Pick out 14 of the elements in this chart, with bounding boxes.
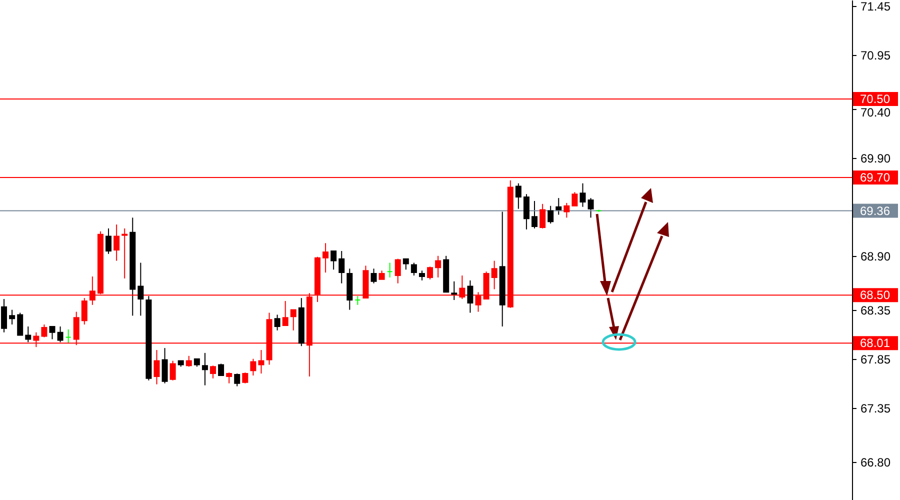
y-tick-label: 67.35: [860, 401, 891, 416]
y-tick-label: 71.45: [860, 0, 891, 14]
ref-line-label: 70.50: [860, 92, 890, 106]
y-tick-label: 68.35: [860, 303, 891, 318]
y-tick-label: 70.40: [860, 106, 891, 120]
ref-line-label: 68.50: [860, 288, 890, 302]
ref-line-label: 69.70: [860, 170, 890, 184]
y-tick-label: 69.90: [860, 151, 891, 166]
y-tick-label: 68.90: [860, 249, 891, 264]
y-tick-label: 70.95: [860, 48, 891, 62]
y-tick-label: 66.80: [860, 455, 891, 470]
y-tick-label: 67.85: [860, 352, 891, 366]
ref-line-label: 68.01: [860, 336, 890, 350]
ref-line-label: 69.36: [860, 204, 890, 218]
